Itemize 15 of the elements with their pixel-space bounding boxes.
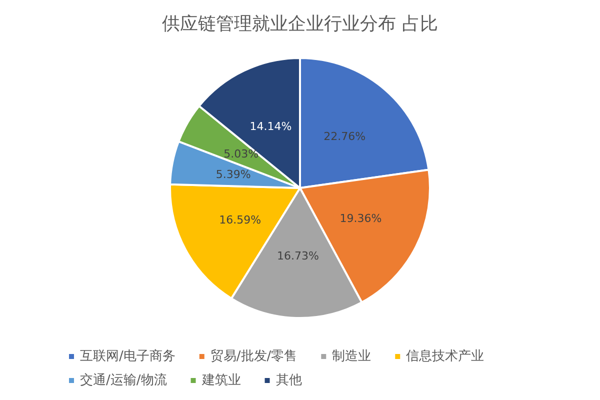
legend-label: 建筑业 — [200, 373, 241, 388]
legend-label: 交通/运输/物流 — [80, 372, 167, 388]
data-label: 19.36% — [340, 212, 382, 226]
legend-label: 信息技术产业 — [406, 349, 484, 364]
legend-label: 其他 — [276, 373, 302, 388]
data-label: 22.76% — [324, 130, 366, 144]
data-label: 16.73% — [276, 249, 319, 262]
data-label: 14.14% — [250, 120, 292, 134]
data-label: 16.59% — [219, 214, 262, 227]
legend-label: 制造业 — [332, 349, 372, 364]
chart-title: 供应链管理就业企业行业分布 占比 — [162, 14, 438, 34]
legend-label: 贸易/批发/零售 — [210, 349, 298, 364]
data-label: 5.03% — [224, 147, 259, 160]
legend-label: 互联网/电子商务 — [80, 349, 176, 364]
data-label: 5.39% — [216, 168, 251, 182]
